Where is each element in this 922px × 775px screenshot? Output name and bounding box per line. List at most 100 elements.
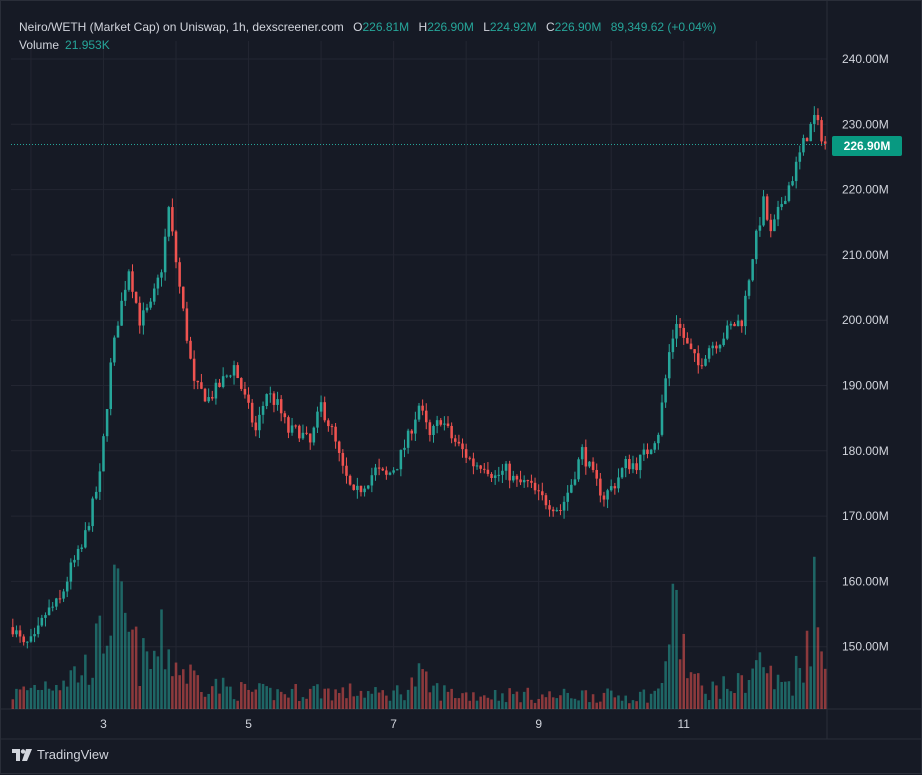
volume-bar [200,691,203,709]
volume-bar [591,694,595,709]
candle-body [631,463,635,470]
candle-body [203,388,207,402]
candle-body [809,123,812,142]
volume-bar [508,688,511,709]
volume-bar [642,689,646,709]
volume-bar [138,685,142,709]
candle-body [675,323,678,339]
volume-bar [134,626,138,709]
volume-bar [711,681,715,709]
candle-body [229,375,232,377]
y-tick-label: 210.00M [842,248,889,262]
candle-body [464,449,468,458]
candle-body [240,378,243,389]
candle-body [794,161,798,182]
volume-bar [258,683,261,709]
candle-body [305,432,308,434]
volume-bar [624,695,627,709]
candle-body [149,301,152,308]
x-axis[interactable]: 3 5 7 9 11 [100,717,690,731]
volume-bar [475,700,479,709]
volume-bar [152,650,156,709]
volume-bar [363,697,366,709]
candle-body [58,598,62,600]
volume-bar [308,688,312,709]
volume-bar [483,695,486,709]
volume-bar [755,660,758,709]
candle-body [664,378,667,403]
symbol-title[interactable]: Neiro/WETH (Market Cap) on Uniswap, 1h, … [19,20,344,34]
candle-body [192,358,196,381]
volume-bar [435,683,439,709]
candle-body [123,289,127,301]
y-tick-label: 160.00M [842,574,889,588]
volume-bar [290,688,294,709]
candle-body [417,405,421,420]
candle-body [493,475,497,479]
candle-body [385,470,388,475]
candle-body [330,426,334,428]
volume-bar [780,682,783,709]
candle-body [678,323,682,328]
candle-body [40,617,44,626]
candle-body [363,488,366,493]
candle-body [541,491,544,496]
volume-bar [813,556,816,709]
candle-body [704,358,707,366]
tradingview-attribution[interactable]: TradingView [11,747,109,762]
volume-bar [417,663,421,709]
y-axis[interactable]: 150.00M 160.00M 170.00M 180.00M 190.00M 200.0… [842,52,889,654]
candle-body [486,469,490,474]
candle-body [729,323,733,326]
candle-body [624,459,627,469]
volume-bar [116,568,120,709]
volume-bar [823,668,827,709]
volume-bar [160,609,163,709]
volume-bar [805,630,809,709]
volume-bar [80,675,83,709]
candle-body [381,468,385,471]
volume-bar [446,691,450,709]
volume-bar [261,683,265,709]
candle-body [588,461,591,467]
candle-body [51,606,54,608]
volume-bar [337,692,341,709]
volume-bar [178,675,181,709]
volume-bar [428,692,432,709]
high-label: H [418,20,428,34]
volume-bar [348,683,352,709]
candle-body [374,467,377,476]
volume-bar [345,698,348,709]
candle-body [798,152,802,162]
volume-bar [327,688,330,709]
candle-body [366,485,370,489]
candle-body [337,441,341,453]
candle-body [269,393,272,395]
volume-bar [319,698,323,709]
volume-bar [149,668,152,709]
candle-body [171,207,174,232]
candle-body [649,449,653,455]
volume-bar [798,668,802,709]
volume-bar [18,689,22,709]
candle-body [236,365,239,379]
candle-body [646,449,649,455]
candle-body [316,411,319,428]
volume-bar [113,564,116,709]
candle-body [207,397,210,402]
candle-body [91,498,94,527]
volume-bar [667,644,671,709]
volume-bar [595,702,598,709]
candle-body [483,468,486,470]
candle-body [762,196,765,226]
candle-body [551,509,555,512]
candle-body [787,185,791,201]
candle-body [272,393,276,405]
candle-body [711,345,715,349]
candle-body [200,382,203,389]
candle-body [109,362,113,410]
volume-bar [26,690,29,709]
volume-bar [131,629,134,709]
